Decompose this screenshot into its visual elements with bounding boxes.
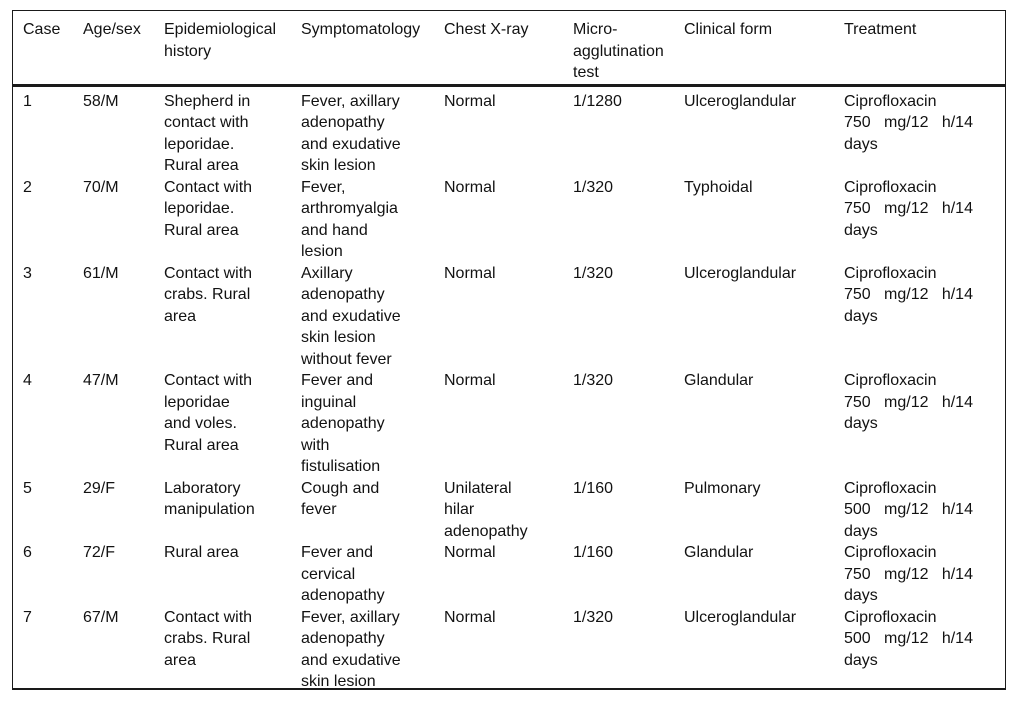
- cell-microagglutination-test: 1/320: [573, 264, 614, 282]
- table-row-3: 3 61/M Contact with crabs. Rural area Ax…: [13, 263, 1005, 371]
- cell-epidemiological-history: Contact with crabs. Rural area: [164, 608, 253, 669]
- table-row-4: 4 47/M Contact with leporidae and voles.…: [13, 370, 1005, 478]
- cell-chest-xray: Normal: [444, 178, 496, 196]
- cell-symptomatology: Fever, axillary adenopathy and exudative…: [301, 608, 401, 691]
- column-header-clinical-form: Clinical form: [684, 11, 844, 87]
- table-body: 1 58/M Shepherd in contact with leporida…: [13, 85, 1005, 693]
- cell-microagglutination-test: 1/1280: [573, 92, 622, 110]
- cell-clinical-form: Glandular: [684, 544, 754, 561]
- cell-case: 2: [23, 178, 32, 196]
- cell-epidemiological-history: Laboratory manipulation: [164, 479, 255, 519]
- cell-chest-xray: Unilateral hilar adenopathy: [444, 479, 528, 540]
- cell-clinical-form: Glandular: [684, 372, 754, 389]
- cell-age-sex: 58/M: [83, 92, 119, 110]
- cell-symptomatology: Fever and cervical adenopathy: [301, 544, 385, 604]
- cell-clinical-form: Ulceroglandular: [684, 264, 797, 282]
- cell-age-sex: 47/M: [83, 372, 119, 389]
- cell-clinical-form: Typhoidal: [684, 178, 753, 196]
- cell-treatment: Ciprofloxacin 750 mg/12 h/14 days: [844, 372, 973, 432]
- cell-case: 5: [23, 479, 32, 497]
- table-row-6: 6 72/F Rural area Fever and cervical ade…: [13, 542, 1005, 607]
- cell-treatment: Ciprofloxacin 500 mg/12 h/14 days: [844, 608, 973, 669]
- cell-age-sex: 61/M: [83, 264, 119, 282]
- cell-microagglutination-test: 1/320: [573, 178, 614, 196]
- cell-epidemiological-history: Contact with crabs. Rural area: [164, 264, 253, 325]
- cell-epidemiological-history: Contact with leporidae. Rural area: [164, 178, 253, 239]
- cell-symptomatology: Cough and fever: [301, 479, 380, 519]
- column-header-treatment: Treatment: [844, 11, 1005, 87]
- cell-microagglutination-test: 1/160: [573, 479, 614, 497]
- table-row-7: 7 67/M Contact with crabs. Rural area Fe…: [13, 607, 1005, 693]
- cell-microagglutination-test: 1/160: [573, 544, 614, 561]
- column-header-epidemiological-history: Epidemiological history: [164, 11, 301, 87]
- cell-age-sex: 72/F: [83, 544, 116, 561]
- column-header-microagglutination-test: Micro- agglutination test: [573, 11, 684, 87]
- cell-treatment: Ciprofloxacin 750 mg/12 h/14 days: [844, 178, 973, 239]
- cell-symptomatology: Fever and inguinal adenopathy with fistu…: [301, 372, 385, 475]
- cell-treatment: Ciprofloxacin 750 mg/12 h/14 days: [844, 264, 973, 325]
- cell-age-sex: 70/M: [83, 178, 119, 196]
- cases-table-frame: Case Age/sex Epidemiological history Sym…: [12, 10, 1006, 690]
- cases-table: Case Age/sex Epidemiological history Sym…: [13, 11, 1005, 693]
- table-row-5: 5 29/F Laboratory manipulation Cough and…: [13, 478, 1005, 543]
- cell-age-sex: 67/M: [83, 608, 119, 626]
- cell-symptomatology: Fever, arthromyalgia and hand lesion: [301, 178, 398, 261]
- cell-microagglutination-test: 1/320: [573, 608, 614, 626]
- header-row: Case Age/sex Epidemiological history Sym…: [13, 11, 1005, 87]
- cell-treatment: Ciprofloxacin 750 mg/12 h/14 days: [844, 544, 973, 604]
- cell-chest-xray: Normal: [444, 544, 496, 561]
- cell-chest-xray: Normal: [444, 608, 496, 626]
- cell-treatment: Ciprofloxacin 500 mg/12 h/14 days: [844, 479, 973, 540]
- cell-epidemiological-history: Shepherd in contact with leporidae. Rura…: [164, 92, 251, 175]
- cell-age-sex: 29/F: [83, 479, 116, 497]
- column-header-age-sex: Age/sex: [83, 11, 164, 87]
- column-header-chest-xray: Chest X-ray: [444, 11, 573, 87]
- cell-epidemiological-history: Rural area: [164, 544, 239, 561]
- column-header-case: Case: [13, 11, 83, 87]
- cell-case: 4: [23, 372, 32, 389]
- table-header: Case Age/sex Epidemiological history Sym…: [13, 11, 1005, 87]
- cell-epidemiological-history: Contact with leporidae and voles. Rural …: [164, 372, 253, 454]
- cell-chest-xray: Normal: [444, 92, 496, 110]
- column-header-symptomatology: Symptomatology: [301, 11, 444, 87]
- cell-case: 3: [23, 264, 32, 282]
- cell-symptomatology: Axillary adenopathy and exudative skin l…: [301, 264, 401, 368]
- cell-clinical-form: Ulceroglandular: [684, 92, 797, 110]
- cell-chest-xray: Normal: [444, 264, 496, 282]
- table-row-1: 1 58/M Shepherd in contact with leporida…: [13, 85, 1005, 177]
- cell-case: 6: [23, 544, 32, 561]
- cell-clinical-form: Pulmonary: [684, 479, 761, 497]
- cell-treatment: Ciprofloxacin 750 mg/12 h/14 days: [844, 92, 973, 153]
- cell-case: 1: [23, 92, 32, 110]
- table-row-2: 2 70/M Contact with leporidae. Rural are…: [13, 177, 1005, 263]
- cell-microagglutination-test: 1/320: [573, 372, 614, 389]
- cell-symptomatology: Fever, axillary adenopathy and exudative…: [301, 92, 401, 175]
- cell-chest-xray: Normal: [444, 372, 496, 389]
- cell-case: 7: [23, 608, 32, 626]
- cell-clinical-form: Ulceroglandular: [684, 608, 797, 626]
